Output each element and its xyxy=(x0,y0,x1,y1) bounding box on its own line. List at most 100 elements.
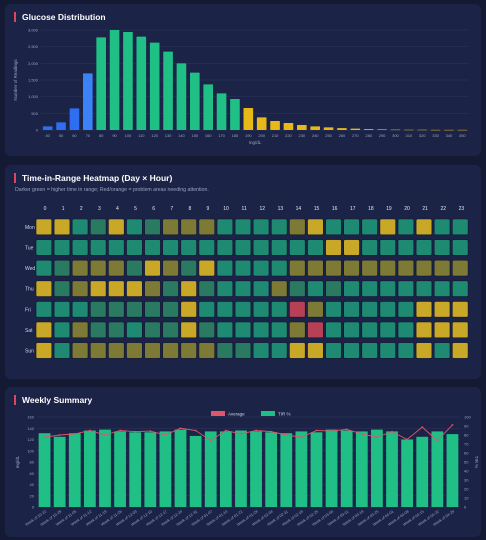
y-tick-label: 1,500 xyxy=(28,78,39,83)
heatmap-cell xyxy=(252,239,270,256)
heatmap-cell xyxy=(162,239,179,256)
x-tick-label: 90 xyxy=(112,133,117,138)
heatmap-cell xyxy=(108,259,125,277)
heatmap-cell xyxy=(361,239,378,256)
tir-bar xyxy=(446,434,459,507)
heatmap-cell xyxy=(162,301,179,318)
x-tick-label: 330 xyxy=(432,133,439,138)
heatmap-cell xyxy=(144,280,161,297)
heatmap-cell xyxy=(162,280,179,297)
heatmap-cell xyxy=(325,301,342,318)
heatmap-cell xyxy=(234,280,252,297)
time-in-range-heatmap: 0 1 2 3 4 5 6 7 8 9 10 11 12 13 14 15 16 17 18 19 20 21 22 23Mo… xyxy=(25,206,469,359)
glucose-bar xyxy=(323,127,334,130)
hour-label: 3 xyxy=(98,206,101,212)
heatmap-cell xyxy=(343,342,360,359)
heatmap-cell xyxy=(379,280,396,297)
hour-label: 0 xyxy=(44,206,47,212)
average-point xyxy=(315,429,318,432)
heatmap-cell xyxy=(198,239,215,256)
average-point xyxy=(104,434,106,436)
tir-bar xyxy=(280,433,293,507)
hour-label: 10 xyxy=(223,206,229,212)
tir-bar xyxy=(38,433,51,507)
heatmap-cell xyxy=(307,259,324,277)
average-point xyxy=(436,439,439,442)
weekly-summary-chart: Average TIR % 0 20 40 60 80 100 120 140 160 0 10 20 30… xyxy=(15,411,479,527)
heatmap-cell xyxy=(144,259,161,277)
hour-label: 19 xyxy=(386,206,392,212)
x-tick-label: 60 xyxy=(72,133,77,138)
heatmap-cell xyxy=(180,280,197,297)
heatmap-cell xyxy=(325,321,342,339)
x-tick-label: 170 xyxy=(218,133,225,138)
heatmap-cell xyxy=(108,280,125,297)
heatmap-cell xyxy=(198,218,215,236)
glucose-bar xyxy=(270,121,280,130)
heatmap-cell xyxy=(234,259,252,277)
heatmap-cell xyxy=(198,301,215,318)
x-tick-label: 240 xyxy=(312,133,319,138)
heatmap-cell xyxy=(343,259,360,277)
heatmap-cell xyxy=(415,239,433,256)
heatmap-cell xyxy=(433,321,451,339)
y-left-tick-label: 140 xyxy=(27,426,34,431)
heatmap-cell xyxy=(397,239,415,256)
y-right-tick-label: 0 xyxy=(464,505,467,510)
heatmap-cell xyxy=(126,218,143,236)
glucose-bar xyxy=(136,36,147,130)
average-point xyxy=(451,423,454,426)
heatmap-cell xyxy=(90,259,107,277)
heatmap-cell xyxy=(451,321,469,339)
glucose-bar xyxy=(457,129,468,131)
y-right-tick-label: 90 xyxy=(464,424,469,429)
heatmap-cell xyxy=(325,218,342,236)
heatmap-cell xyxy=(289,218,306,236)
heatmap-cell xyxy=(343,321,360,339)
average-point xyxy=(119,429,121,432)
x-tick-label: 270 xyxy=(352,133,359,138)
glucose-bar xyxy=(296,125,307,130)
tir-bar xyxy=(99,429,111,507)
heatmap-cell xyxy=(252,259,270,277)
average-line xyxy=(44,424,453,442)
heatmap-cell xyxy=(71,259,89,277)
tir-bar xyxy=(340,430,353,507)
average-point xyxy=(360,432,363,435)
x-tick-label: 250 xyxy=(325,133,332,138)
heatmap-cell xyxy=(234,301,252,318)
heatmap-cell xyxy=(433,259,451,277)
heatmap-cell xyxy=(415,218,433,236)
heatmap-cell xyxy=(379,218,396,236)
average-point xyxy=(255,429,257,432)
tir-bar xyxy=(219,431,232,507)
heatmap-cell xyxy=(343,301,360,318)
heatmap-cell xyxy=(71,342,89,359)
x-tick-label: 130 xyxy=(165,133,172,138)
heatmap-cell xyxy=(126,301,143,318)
heatmap-cell xyxy=(53,218,71,236)
heatmap-cell xyxy=(198,280,215,297)
heatmap-cell xyxy=(108,218,125,236)
y-tick-label: 1,000 xyxy=(28,94,39,99)
heatmap-cell xyxy=(415,280,433,297)
y-right-tick-label: 50 xyxy=(464,460,469,465)
x-tick-label: 110 xyxy=(138,133,145,138)
hour-label: 13 xyxy=(278,206,284,212)
y-left-tick-label: 20 xyxy=(30,493,35,498)
y-left-tick-label: 40 xyxy=(30,482,35,487)
glucose-bar xyxy=(390,129,401,131)
y-right-axis-label: TIR % xyxy=(474,456,479,469)
average-point xyxy=(391,430,393,433)
average-point xyxy=(134,430,137,433)
y-axis-label: Number of Readings xyxy=(13,59,18,101)
y-left-tick-label: 100 xyxy=(27,448,34,453)
glucose-bar xyxy=(203,84,214,130)
heatmap-cell xyxy=(433,239,451,256)
y-tick-label: 0 xyxy=(36,128,39,133)
heatmap-cell xyxy=(451,280,469,297)
heatmap-cell xyxy=(270,218,288,236)
tir-bar xyxy=(189,435,202,507)
weekly-summary-title: Weekly Summary xyxy=(14,395,92,405)
heatmap-cell xyxy=(361,218,378,236)
